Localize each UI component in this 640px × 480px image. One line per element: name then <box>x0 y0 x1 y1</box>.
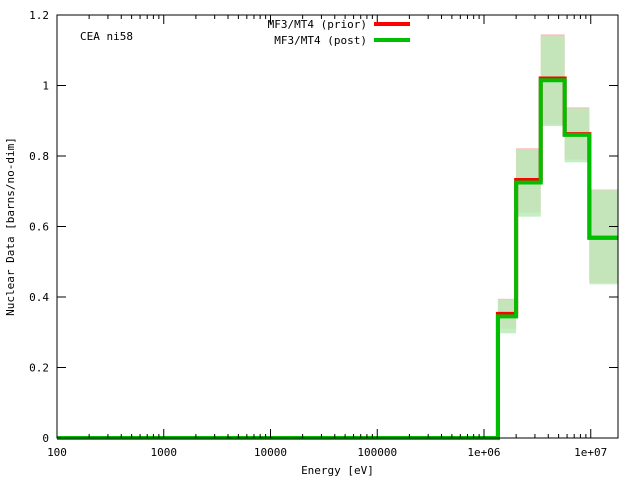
y-tick-label: 0.6 <box>29 221 49 234</box>
y-tick-label: 0.4 <box>29 291 49 304</box>
y-axis-label: Nuclear Data [barns/no-dim] <box>4 137 17 316</box>
y-axis-ticks: 0 0.2 0.4 0.6 0.8 1 1.2 <box>29 9 618 445</box>
plot-frame <box>56 14 619 439</box>
legend: MF3/MT4 (prior) MF3/MT4 (post) <box>268 18 410 47</box>
x-tick-label: 10000 <box>254 446 287 459</box>
legend-label-prior: MF3/MT4 (prior) <box>268 18 367 31</box>
x-axis-ticks: 100 1000 10000 100000 1e+06 1e+07 <box>47 15 607 459</box>
dataset-annotation: CEA ni58 <box>80 30 133 43</box>
series-line-post <box>57 78 618 440</box>
y-tick-label: 1 <box>42 80 49 93</box>
x-tick-label: 1e+07 <box>574 446 607 459</box>
y-tick-label: 0.8 <box>29 150 49 163</box>
x-axis-label: Energy [eV] <box>301 464 374 477</box>
x-tick-label: 100 <box>47 446 67 459</box>
x-tick-label: 1000 <box>150 446 177 459</box>
y-tick-label: 0 <box>42 432 49 445</box>
x-tick-label: 1e+06 <box>467 446 500 459</box>
y-tick-label: 0.2 <box>29 362 49 375</box>
y-tick-label: 1.2 <box>29 9 49 22</box>
legend-label-post: MF3/MT4 (post) <box>274 34 367 47</box>
series-line-prior <box>57 76 618 440</box>
series-lines <box>57 76 618 440</box>
x-tick-label: 100000 <box>357 446 397 459</box>
